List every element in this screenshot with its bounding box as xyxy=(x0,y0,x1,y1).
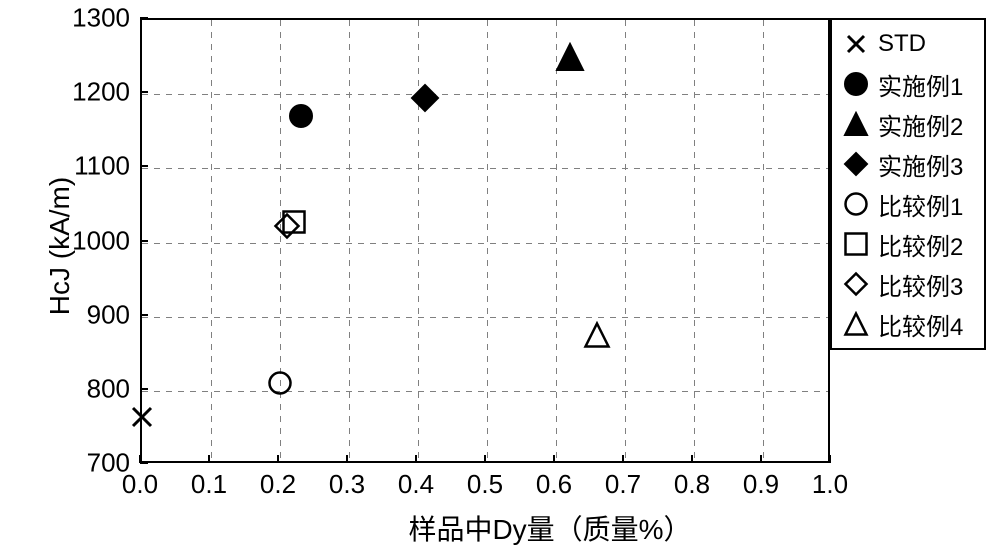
legend-item-cmp4: 比较例4 xyxy=(838,304,978,344)
x-tick-mark xyxy=(415,455,417,463)
legend-label-ex1: 实施例1 xyxy=(878,67,963,102)
x-axis-title: 样品中Dy量（质量%） xyxy=(350,508,750,548)
y-tick-label: 1200 xyxy=(62,77,130,108)
legend-marker-cmp1 xyxy=(838,186,874,222)
x-tick-label: 0.5 xyxy=(467,469,503,500)
y-tick-label: 800 xyxy=(62,373,130,404)
x-tick-mark xyxy=(553,455,555,463)
legend-item-cmp1: 比较例1 xyxy=(838,184,978,224)
data-point-cmp4 xyxy=(583,321,611,349)
x-tick-mark xyxy=(208,455,210,463)
x-tick-label: 0.7 xyxy=(605,469,641,500)
data-point-ex2 xyxy=(555,42,585,72)
y-tick-label: 1000 xyxy=(62,225,130,256)
gridline-v xyxy=(349,20,350,461)
gridline-v xyxy=(763,20,764,461)
legend-label-cmp1: 比较例1 xyxy=(878,187,963,222)
x-tick-mark xyxy=(829,455,831,463)
data-point-ex3 xyxy=(410,83,440,113)
legend-label-ex2: 实施例2 xyxy=(878,107,963,142)
data-point-STD xyxy=(128,403,156,431)
legend-item-ex3: 实施例3 xyxy=(838,144,978,184)
y-tick-label: 1100 xyxy=(62,151,130,182)
legend-marker-cmp4 xyxy=(838,306,874,342)
x-tick-label: 0.3 xyxy=(329,469,365,500)
x-tick-label: 0.0 xyxy=(122,469,158,500)
y-tick-mark xyxy=(140,314,148,316)
legend-label-ex3: 实施例3 xyxy=(878,147,963,182)
legend-marker-STD xyxy=(838,26,874,62)
legend-item-STD: STD xyxy=(838,24,978,64)
x-tick-label: 0.8 xyxy=(674,469,710,500)
chart-container: HcJ (kA/m) 7008009001000110012001300 0.0… xyxy=(0,0,1000,555)
legend-marker-ex3 xyxy=(838,146,874,182)
gridline-h xyxy=(142,243,828,244)
gridline-v xyxy=(625,20,626,461)
x-tick-mark xyxy=(484,455,486,463)
legend-label-cmp2: 比较例2 xyxy=(878,227,963,262)
x-tick-label: 0.2 xyxy=(260,469,296,500)
y-tick-mark xyxy=(140,165,148,167)
gridline-v xyxy=(556,20,557,461)
legend-label-cmp3: 比较例3 xyxy=(878,267,963,302)
gridline-h xyxy=(142,391,828,392)
y-tick-label: 900 xyxy=(62,299,130,330)
y-tick-mark xyxy=(140,17,148,19)
plot-area xyxy=(140,18,830,463)
y-tick-mark xyxy=(140,388,148,390)
gridline-v xyxy=(211,20,212,461)
legend-item-ex1: 实施例1 xyxy=(838,64,978,104)
x-tick-label: 0.6 xyxy=(536,469,572,500)
gridline-h xyxy=(142,317,828,318)
legend-item-cmp2: 比较例2 xyxy=(838,224,978,264)
data-point-cmp3 xyxy=(273,212,301,240)
x-tick-mark xyxy=(760,455,762,463)
x-tick-label: 0.1 xyxy=(191,469,227,500)
y-tick-mark xyxy=(140,240,148,242)
y-tick-label: 700 xyxy=(62,448,130,479)
data-point-ex1 xyxy=(288,103,314,129)
y-tick-mark xyxy=(140,462,148,464)
gridline-h xyxy=(142,168,828,169)
legend-item-ex2: 实施例2 xyxy=(838,104,978,144)
x-tick-mark xyxy=(139,455,141,463)
legend-marker-ex1 xyxy=(838,66,874,102)
gridline-v xyxy=(487,20,488,461)
legend-label-cmp4: 比较例4 xyxy=(878,307,963,342)
x-tick-mark xyxy=(691,455,693,463)
legend: STD 实施例1 实施例2 实施例3 比较例1 比较例2 比较例3 比较例4 xyxy=(830,18,986,350)
x-tick-mark xyxy=(277,455,279,463)
data-point-cmp1 xyxy=(267,370,293,396)
y-tick-label: 1300 xyxy=(62,3,130,34)
x-tick-mark xyxy=(346,455,348,463)
x-tick-label: 0.4 xyxy=(398,469,434,500)
y-tick-mark xyxy=(140,91,148,93)
legend-marker-cmp3 xyxy=(838,266,874,302)
legend-label-STD: STD xyxy=(878,30,926,58)
x-tick-mark xyxy=(622,455,624,463)
x-tick-label: 1.0 xyxy=(812,469,848,500)
legend-item-cmp3: 比较例3 xyxy=(838,264,978,304)
legend-marker-cmp2 xyxy=(838,226,874,262)
legend-marker-ex2 xyxy=(838,106,874,142)
x-tick-label: 0.9 xyxy=(743,469,779,500)
gridline-v xyxy=(694,20,695,461)
gridline-h xyxy=(142,94,828,95)
